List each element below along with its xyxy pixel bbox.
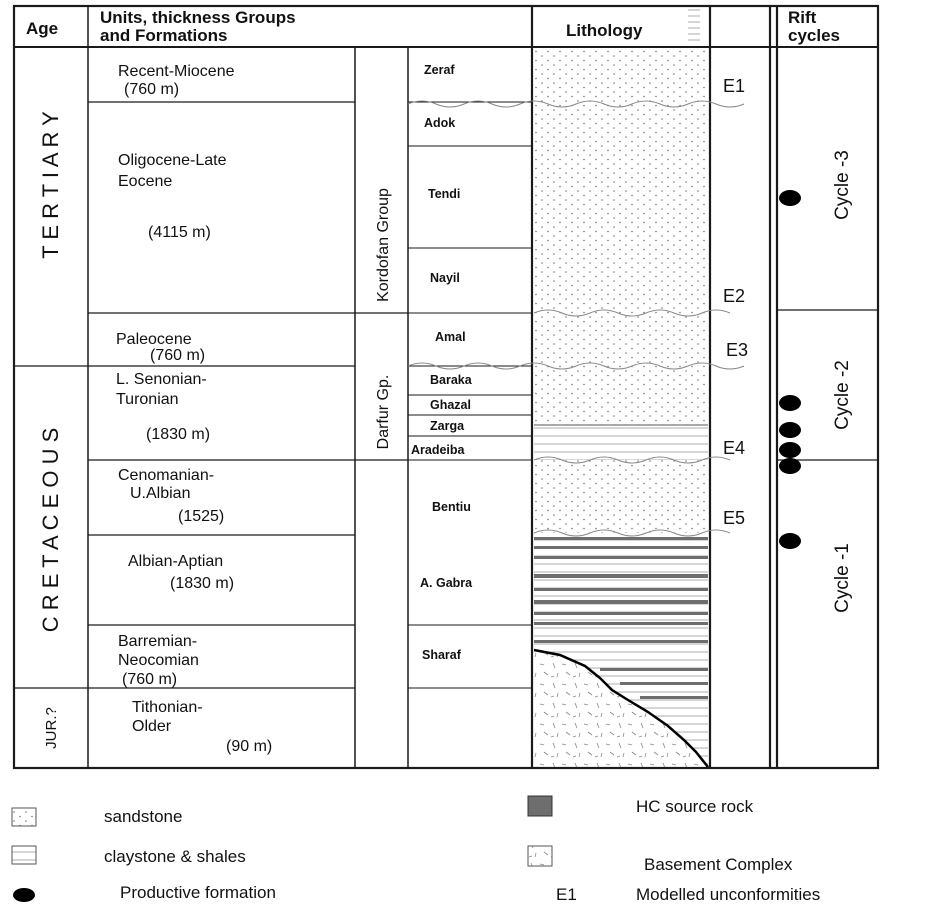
lithology-sand-bentiu <box>534 460 708 533</box>
legend-hc-source-label: HC source rock <box>636 797 754 816</box>
formation-label: Nayil <box>430 271 460 285</box>
header-rift-line1: Rift <box>788 8 817 27</box>
unit-line: (760 m) <box>150 347 205 364</box>
formation-label: Ghazal <box>430 398 471 412</box>
source-rock-bands <box>534 537 708 699</box>
depth-ruler-ticks <box>688 9 700 41</box>
header-units-line1: Units, thickness Groups <box>100 8 296 27</box>
unit-line: (760 m) <box>122 671 177 688</box>
header-units-line2: and Formations <box>100 26 228 45</box>
unconformity-label: E5 <box>723 508 745 528</box>
unit-line: (4115 m) <box>148 224 211 241</box>
unit-line: Barremian- <box>118 633 197 650</box>
unconformity-label: E4 <box>723 438 745 458</box>
legend-basement-label: Basement Complex <box>644 855 793 874</box>
unconformity-label: E2 <box>723 286 745 306</box>
formation-label: Zeraf <box>424 63 455 77</box>
unconformity-label: E1 <box>723 76 745 96</box>
formations-column: Zeraf Adok Tendi Nayil Amal Baraka Ghaza… <box>411 63 473 662</box>
legend-productive-dot <box>13 888 35 902</box>
formation-label: Adok <box>424 116 455 130</box>
formation-label: Aradeiba <box>411 443 466 457</box>
age-label-jurassic: JUR.? <box>43 707 60 749</box>
formation-label: Baraka <box>430 373 473 387</box>
legend-basement-swatch <box>527 845 553 867</box>
productive-formation-dot <box>779 533 801 549</box>
legend-productive-label: Productive formation <box>120 883 276 902</box>
age-label-tertiary: T E R T I A R Y <box>38 111 63 259</box>
productive-formation-dot <box>779 458 801 474</box>
unit-line: (1830 m) <box>146 426 210 443</box>
productive-formation-dot <box>779 395 801 411</box>
unit-line: Recent-Miocene <box>118 63 235 80</box>
unit-line: (1830 m) <box>170 575 234 592</box>
legend-sandstone-label: sandstone <box>104 807 182 826</box>
group-label-darfur: Darfur Gp. <box>375 375 392 450</box>
unit-line: Turonian <box>116 391 179 408</box>
unit-line: Older <box>132 718 172 735</box>
age-label-cretaceous: C R E T A C E O U S <box>38 428 63 633</box>
header-rift-line2: cycles <box>788 26 840 45</box>
formation-label: Tendi <box>428 187 460 201</box>
unit-line: (1525) <box>178 508 224 525</box>
rift-cycle-label: Cycle -3 <box>832 150 853 220</box>
unit-line: Albian-Aptian <box>128 553 223 570</box>
basement-complex-fill <box>534 650 708 767</box>
header-lithology: Lithology <box>566 21 643 40</box>
unit-line: Tithonian- <box>132 699 203 716</box>
rift-cycle-label: Cycle -1 <box>832 543 853 613</box>
unit-line: Oligocene-Late <box>118 152 227 169</box>
productive-formation-dot <box>779 442 801 458</box>
legend-hc-source-swatch <box>527 795 553 817</box>
productive-dots <box>779 190 801 549</box>
unit-line: Paleocene <box>116 331 192 348</box>
formation-label: Bentiu <box>432 500 471 514</box>
productive-formation-dot <box>779 422 801 438</box>
legend-sandstone-swatch <box>11 807 37 827</box>
formation-label: Amal <box>435 330 466 344</box>
unit-line: Neocomian <box>118 652 199 669</box>
unit-line: L. Senonian- <box>116 371 207 388</box>
unit-line: U.Albian <box>130 485 190 502</box>
unit-line: (760 m) <box>124 81 179 98</box>
unconformity-lines <box>407 100 745 537</box>
group-label-kordofan: Kordofan Group <box>375 188 392 302</box>
units-column: Recent-Miocene (760 m) Oligocene-Late Eo… <box>116 63 272 755</box>
productive-formation-dot <box>779 190 801 206</box>
header-age: Age <box>26 19 58 38</box>
legend-claystone-swatch <box>11 845 37 865</box>
unconformity-label: E3 <box>726 340 748 360</box>
basement-contact-line <box>533 648 709 768</box>
rift-cycle-label: Cycle -2 <box>832 360 853 430</box>
unit-line: Cenomanian- <box>118 467 214 484</box>
lithology-clay-zarga <box>534 425 708 460</box>
lithology-sand-upper <box>534 47 708 425</box>
lithology-column <box>533 47 709 768</box>
unconformity-labels: E1 E2 E3 E4 E5 <box>723 76 748 528</box>
legend: sandstone claystone & shales Productive … <box>11 795 820 904</box>
chart-grid <box>12 4 880 770</box>
legend-e1-symbol: E1 <box>556 885 577 904</box>
unit-line: (90 m) <box>226 738 272 755</box>
unit-line: Eocene <box>118 173 172 190</box>
legend-claystone-label: claystone & shales <box>104 847 246 866</box>
formation-label: Sharaf <box>422 648 462 662</box>
legend-modelled-label: Modelled unconformities <box>636 885 820 904</box>
formation-label: Zarga <box>430 419 465 433</box>
formation-label: A. Gabra <box>420 576 473 590</box>
